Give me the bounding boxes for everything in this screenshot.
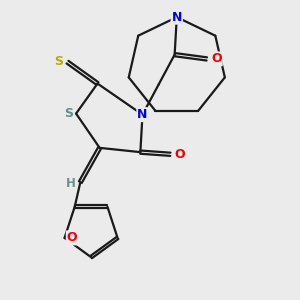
- Text: O: O: [211, 52, 222, 65]
- Text: H: H: [66, 177, 76, 190]
- Text: S: S: [64, 107, 73, 120]
- Text: N: N: [137, 108, 148, 121]
- Text: N: N: [172, 11, 182, 24]
- Text: O: O: [175, 148, 185, 161]
- Text: O: O: [67, 231, 77, 244]
- Text: S: S: [54, 55, 63, 68]
